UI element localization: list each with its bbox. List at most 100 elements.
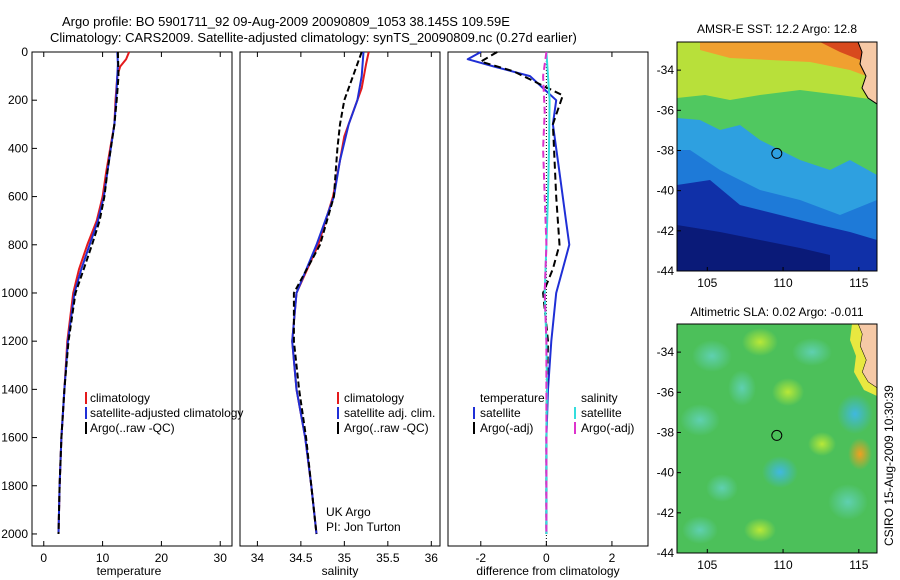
float-pi-note: PI: Jon Turton [326, 520, 401, 534]
y-tick-label: 800 [8, 238, 28, 252]
sst-darkest-region [677, 225, 830, 271]
legend-temp-satellite-label: satellite [480, 406, 521, 420]
sla-anomaly-spot [808, 432, 836, 456]
y-tick-label: -34 [657, 345, 675, 359]
x-tick-label: 110 [773, 558, 792, 572]
x-tick-label: 2 [609, 551, 616, 565]
x-tick-label: 35.5 [376, 551, 400, 565]
legend-salinity-group-title: salinity [581, 391, 618, 405]
x-tick-label: 105 [697, 558, 717, 572]
x-tick-label: 36 [425, 551, 439, 565]
sst-land [857, 42, 877, 105]
series-line [57, 51, 131, 535]
sst-map-field [677, 42, 877, 271]
y-tick-label: 200 [8, 93, 28, 107]
x-tick-label: 0 [40, 551, 47, 565]
x-tick-label: 105 [697, 276, 717, 290]
y-tick-label: 1200 [1, 334, 28, 348]
y-tick-label: -44 [657, 264, 675, 278]
series-line [542, 51, 548, 534]
y-tick-label: -38 [657, 425, 675, 439]
y-tick-label: -36 [657, 385, 675, 399]
sla-anomaly-spot [762, 456, 798, 488]
x-tick-label: 35 [338, 551, 352, 565]
figure-title-line2: Climatology: CARS2009. Satellite-adjuste… [50, 30, 577, 45]
x-tick-label: 115 [849, 558, 868, 572]
argo-location-marker [771, 147, 783, 159]
sla-anomaly-spot [828, 484, 868, 520]
difference-legend: temperature satellite Argo(-adj) salinit… [473, 391, 634, 435]
series-line [479, 51, 564, 534]
series-line [291, 51, 365, 535]
y-tick-label: -34 [657, 63, 675, 77]
sla-anomaly-spot [837, 394, 873, 434]
x-tick-label: 30 [214, 551, 228, 565]
sla-map-frame [676, 323, 878, 554]
series-line [57, 51, 119, 535]
y-tick-label: 600 [8, 190, 28, 204]
sla-map-field [677, 324, 877, 553]
y-tick-label: -40 [657, 466, 675, 480]
sla-anomaly-spot [706, 474, 738, 502]
legend-temperature-group-title: temperature [480, 391, 545, 405]
salinity-legend: climatology satellite adj. clim. Argo(..… [337, 391, 435, 435]
x-tick-label: 110 [773, 276, 792, 290]
sst-orange-region [700, 42, 877, 80]
x-tick-label: 0 [543, 551, 550, 565]
sla-anomaly-spot [728, 370, 756, 406]
salinity-axes-frame [239, 51, 441, 547]
salinity-axis-label: salinity [322, 564, 359, 578]
y-tick-label: 1400 [1, 382, 28, 396]
salinity-panel: 34 34.5 35 35.5 36 salinity climatology sate… [239, 51, 441, 578]
legend-satellite-label: satellite-adjusted climatology [90, 406, 243, 420]
temperature-panel: 0 10 20 30 0 200 400 600 800 1000 1200 1400 1600 1800… [1, 45, 243, 578]
sla-coast-shelf [850, 324, 877, 396]
legend-sal-satellite-label: satellite [581, 406, 622, 420]
sla-anomaly-spot [680, 404, 720, 436]
difference-axis-label: difference from climatology [476, 564, 619, 578]
y-tick-label: -44 [657, 546, 675, 560]
x-tick-label: 20 [155, 551, 169, 565]
y-tick-label: -42 [657, 224, 675, 238]
figure-title-line1: Argo profile: BO 5901711_92 09-Aug-2009 … [62, 14, 510, 29]
legend-sal-argo-label: Argo(-adj) [581, 421, 634, 435]
difference-axes-frame [447, 51, 649, 547]
float-owner-note: UK Argo [326, 505, 371, 519]
difference-panel: -2 0 2 difference from climatology tempera… [447, 51, 649, 578]
y-tick-label: 0 [21, 45, 28, 59]
temperature-axes-frame [31, 51, 233, 547]
y-tick-label: 1600 [1, 431, 28, 445]
series-line [291, 51, 370, 535]
sla-anomaly-spot [742, 328, 778, 356]
legend-argo-label: Argo(..raw -QC) [90, 421, 175, 435]
y-tick-label: 1000 [1, 286, 28, 300]
sst-map-panel: AMSR-E SST: 12.2 Argo: 12.8 105 110 115 -34… [657, 22, 878, 290]
x-tick-label: -2 [475, 551, 486, 565]
series-line [466, 51, 571, 534]
x-tick-label: 34.5 [289, 551, 313, 565]
y-tick-label: 1800 [1, 479, 28, 493]
x-tick-label: 115 [849, 276, 868, 290]
sla-anomaly-spot [772, 378, 804, 406]
legend-temp-argo-label: Argo(-adj) [480, 421, 533, 435]
sla-anomaly-spot [682, 516, 718, 544]
sst-map-frame [676, 41, 878, 272]
sla-anomaly-spot [792, 338, 832, 366]
series-line [292, 51, 363, 535]
sla-anomaly-spot [848, 438, 872, 470]
sla-anomaly-spot [744, 518, 776, 542]
x-tick-label: 34 [251, 551, 265, 565]
legend-argo-label: Argo(..raw -QC) [344, 421, 429, 435]
y-tick-label: -40 [657, 184, 675, 198]
legend-climatology-label: climatology [90, 391, 150, 405]
legend-climatology-label: climatology [344, 391, 404, 405]
x-tick-label: 10 [96, 551, 110, 565]
sla-map-title: Altimetric SLA: 0.02 Argo: -0.011 [690, 305, 864, 319]
argo-location-marker [771, 429, 783, 441]
y-tick-label: -42 [657, 506, 675, 520]
y-tick-label: 400 [8, 141, 28, 155]
provenance-label: CSIRO 15-Aug-2009 10:30:39 [882, 385, 896, 546]
temperature-legend: climatology satellite-adjusted climatolo… [85, 391, 243, 435]
y-tick-label: 2000 [1, 527, 28, 541]
